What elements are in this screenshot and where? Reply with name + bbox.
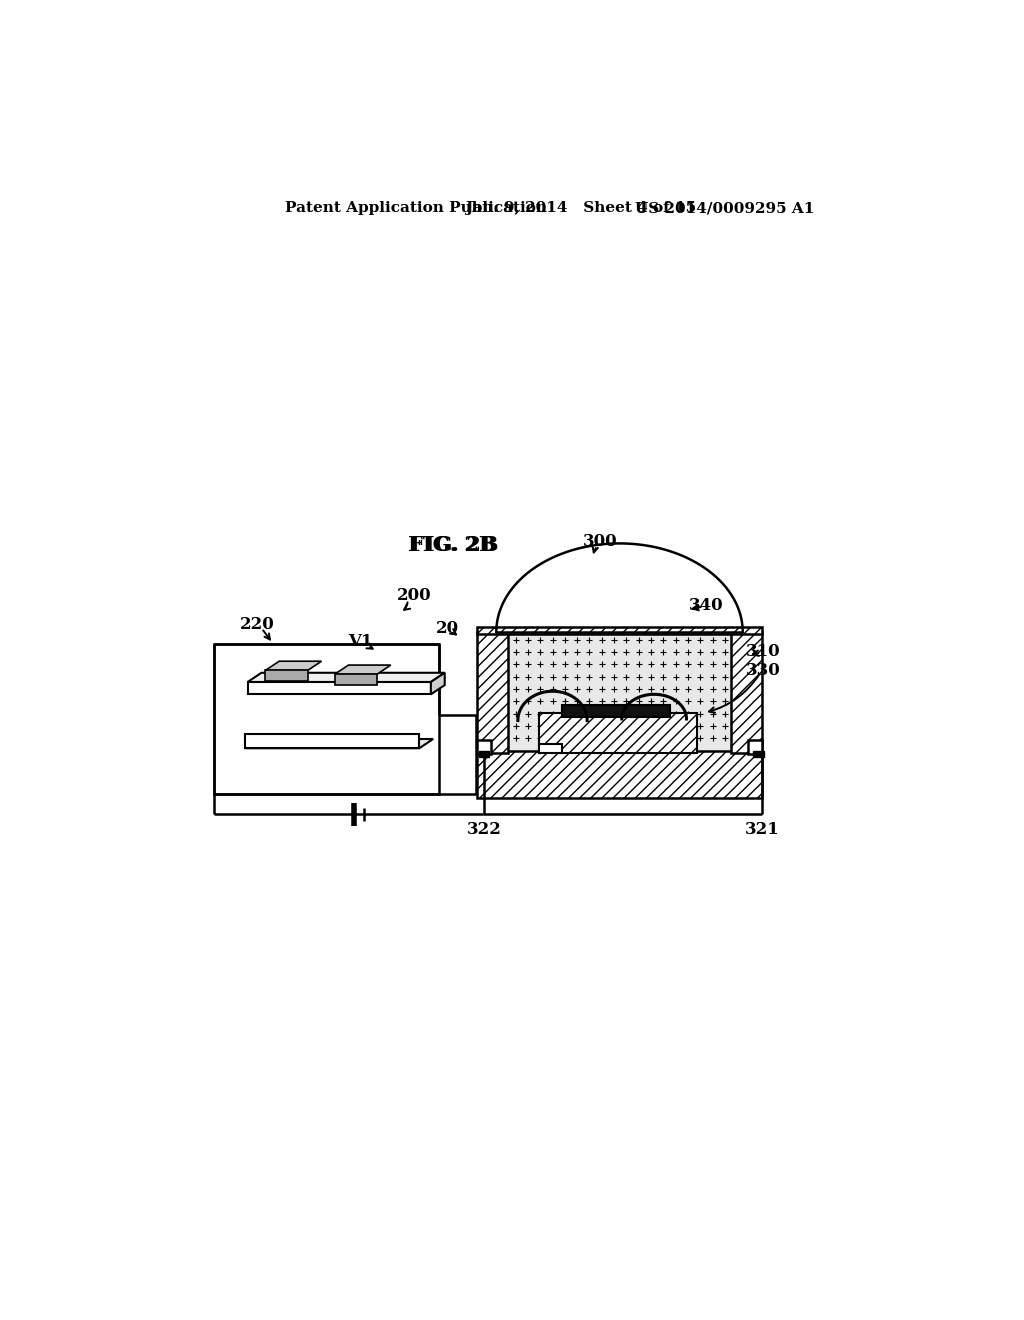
Bar	[478, 751, 489, 758]
Polygon shape	[335, 665, 391, 675]
Polygon shape	[731, 632, 762, 752]
Polygon shape	[248, 673, 444, 682]
Text: 340: 340	[689, 597, 724, 614]
Polygon shape	[431, 673, 444, 694]
Bar	[754, 751, 764, 758]
Text: Jan. 9, 2014   Sheet 4 of 15: Jan. 9, 2014 Sheet 4 of 15	[466, 202, 696, 215]
Text: Patent Application Publication: Patent Application Publication	[285, 202, 547, 215]
Polygon shape	[265, 671, 307, 681]
Text: 322: 322	[467, 821, 502, 838]
Bar	[477, 751, 762, 797]
Text: 20: 20	[436, 619, 460, 636]
Text: 321: 321	[744, 821, 779, 838]
Polygon shape	[245, 739, 433, 748]
Text: FIG. 2B: FIG. 2B	[410, 535, 499, 554]
Text: FIG. 2B: FIG. 2B	[409, 535, 497, 554]
Polygon shape	[245, 734, 419, 748]
Text: 200: 200	[396, 587, 431, 605]
Polygon shape	[265, 661, 322, 671]
Bar	[749, 739, 762, 754]
Polygon shape	[335, 675, 377, 685]
Text: US 2014/0009295 A1: US 2014/0009295 A1	[635, 202, 814, 215]
Polygon shape	[508, 632, 731, 752]
Polygon shape	[248, 682, 431, 694]
Bar	[477, 627, 762, 635]
Bar	[539, 743, 562, 752]
Text: 220: 220	[241, 615, 275, 632]
Bar	[477, 739, 490, 754]
Bar	[214, 644, 438, 793]
Text: 300: 300	[583, 533, 617, 550]
Text: V1: V1	[348, 634, 372, 651]
Bar	[562, 705, 670, 717]
Text: 330: 330	[746, 661, 781, 678]
Bar	[539, 713, 696, 752]
Text: 310: 310	[746, 643, 781, 660]
Polygon shape	[477, 632, 508, 752]
